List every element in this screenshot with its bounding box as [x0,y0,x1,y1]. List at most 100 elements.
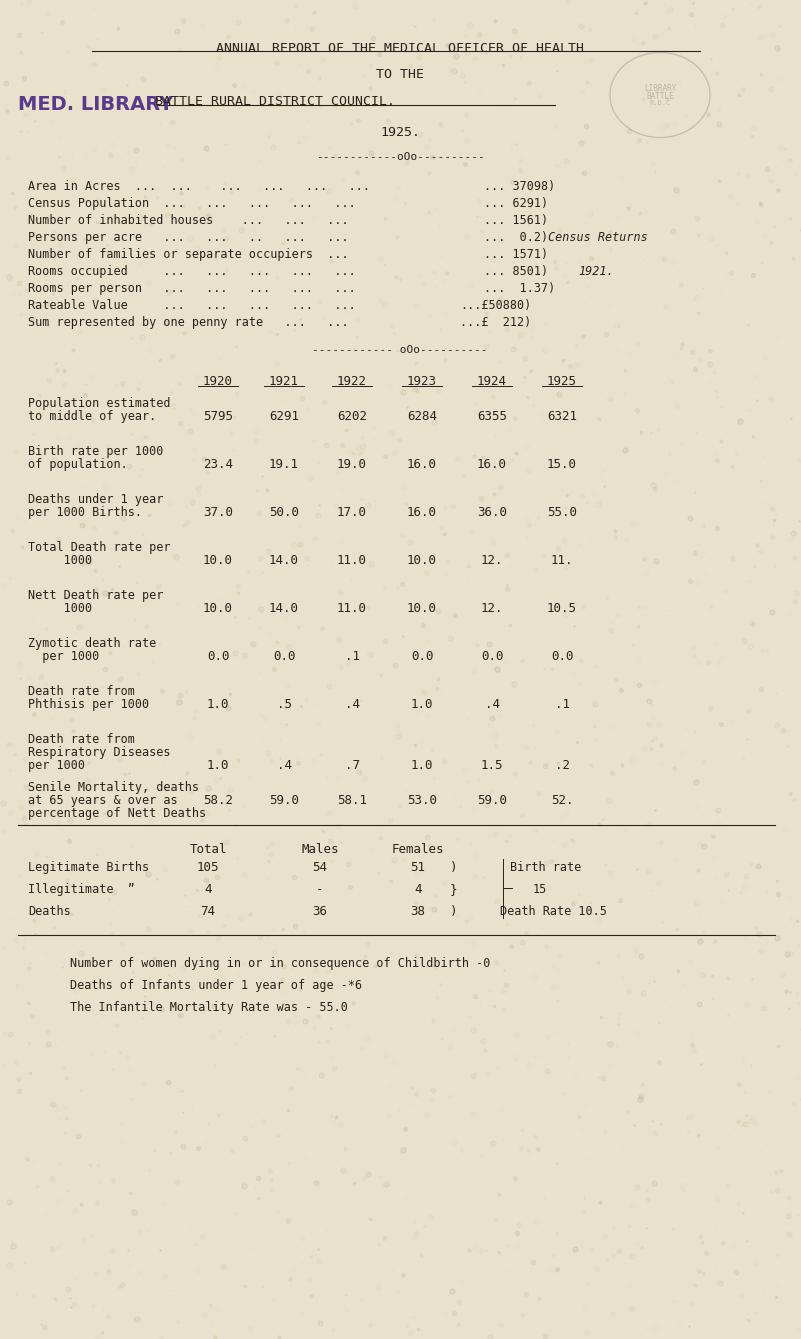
Text: 14.0: 14.0 [269,554,299,566]
Text: 16.0: 16.0 [407,458,437,471]
Text: 23.4: 23.4 [203,458,233,471]
Text: to middle of year.: to middle of year. [28,410,156,423]
Text: 0.0: 0.0 [411,649,433,663]
Text: Census Population  ...   ...   ...   ...   ...: Census Population ... ... ... ... ... [28,197,356,210]
Text: Birth rate per 1000: Birth rate per 1000 [28,445,163,458]
Text: 54: 54 [312,861,328,874]
Text: ------------oOo----------: ------------oOo---------- [316,153,485,162]
Text: R.D.C: R.D.C [650,100,670,106]
Text: 1922: 1922 [337,375,367,388]
Text: 10.5: 10.5 [547,603,577,615]
Text: ...£  212): ...£ 212) [460,316,531,329]
Text: 11.: 11. [551,554,574,566]
Text: 74: 74 [200,905,215,919]
Text: 59.0: 59.0 [269,794,299,807]
Text: LIBRARY: LIBRARY [644,84,676,92]
Text: Total Death rate per: Total Death rate per [28,541,171,554]
Text: ANNUAL REPORT OF THE MEDICAL OFFICER OF HEALTH: ANNUAL REPORT OF THE MEDICAL OFFICER OF … [216,42,584,55]
Text: Deaths under 1 year: Deaths under 1 year [28,493,163,506]
Text: 17.0: 17.0 [337,506,367,520]
Text: 10.0: 10.0 [203,554,233,566]
Text: 10.0: 10.0 [203,603,233,615]
Text: 19.0: 19.0 [337,458,367,471]
Text: -: - [316,882,324,896]
Text: Deaths of Infants under 1 year of age -*6: Deaths of Infants under 1 year of age -*… [70,979,362,992]
Text: Persons per acre   ...   ...   ..   ...   ...: Persons per acre ... ... .. ... ... [28,232,348,244]
Text: BATTLE RURAL DISTRICT COUNCIL.: BATTLE RURAL DISTRICT COUNCIL. [155,95,395,108]
Text: Death rate from: Death rate from [28,686,135,698]
Text: 52.: 52. [551,794,574,807]
Text: 14.0: 14.0 [269,603,299,615]
Text: Legitimate Births: Legitimate Births [28,861,149,874]
Text: 16.0: 16.0 [407,506,437,520]
Text: 50.0: 50.0 [269,506,299,520]
Text: 1.0: 1.0 [411,698,433,711]
Text: 19.1: 19.1 [269,458,299,471]
Text: .7: .7 [344,759,360,773]
Text: Respiratory Diseases: Respiratory Diseases [28,746,171,759]
Text: 11.0: 11.0 [337,603,367,615]
Text: 1921: 1921 [269,375,299,388]
Text: Senile Mortality, deaths: Senile Mortality, deaths [28,781,199,794]
Text: 11.0: 11.0 [337,554,367,566]
Text: Number of families or separate occupiers  ...: Number of families or separate occupiers… [28,248,348,261]
Text: Birth rate: Birth rate [510,861,582,874]
Text: 1924: 1924 [477,375,507,388]
Text: BATTLE: BATTLE [646,92,674,100]
Text: Death Rate 10.5: Death Rate 10.5 [500,905,607,919]
Text: ... 6291): ... 6291) [484,197,548,210]
Text: 1000: 1000 [28,603,92,615]
Text: 0.0: 0.0 [273,649,296,663]
Text: Rateable Value     ...   ...   ...   ...   ...: Rateable Value ... ... ... ... ... [28,299,356,312]
Text: 1.0: 1.0 [411,759,433,773]
Text: percentage of Nett Deaths: percentage of Nett Deaths [28,807,206,819]
Text: }: } [450,882,457,896]
Text: Rooms occupied     ...   ...   ...   ...   ...: Rooms occupied ... ... ... ... ... [28,265,356,279]
Text: Total: Total [189,844,227,856]
Text: 58.1: 58.1 [337,794,367,807]
Text: Illegitimate  ”: Illegitimate ” [28,882,135,896]
Text: ...  0.2): ... 0.2) [484,232,548,244]
Text: 4: 4 [414,882,422,896]
Text: ------------ oOo----------: ------------ oOo---------- [312,345,488,355]
Text: Females: Females [392,844,445,856]
Text: Area in Acres  ...  ...    ...   ...   ...   ...: Area in Acres ... ... ... ... ... ... [28,179,370,193]
Text: 6321: 6321 [547,410,577,423]
Text: Sum represented by one penny rate   ...   ...: Sum represented by one penny rate ... ..… [28,316,348,329]
Text: 36.0: 36.0 [477,506,507,520]
Text: 38: 38 [410,905,425,919]
Text: ): ) [450,905,457,919]
Text: per 1000: per 1000 [28,649,99,663]
Text: Zymotic death rate: Zymotic death rate [28,637,156,649]
Text: 15: 15 [533,882,547,896]
Text: 1925.: 1925. [380,126,420,139]
Text: 1.0: 1.0 [207,698,229,711]
Text: .4: .4 [344,698,360,711]
Text: ... 8501): ... 8501) [484,265,548,279]
Text: TO THE: TO THE [376,68,424,80]
Text: of population.: of population. [28,458,127,471]
Text: Males: Males [301,844,339,856]
Text: 53.0: 53.0 [407,794,437,807]
Text: ... 1561): ... 1561) [484,214,548,228]
Text: Number of women dying in or in consequence of Childbirth -0: Number of women dying in or in consequen… [70,957,490,969]
Text: 0.0: 0.0 [481,649,503,663]
Text: MED. LIBRARY: MED. LIBRARY [18,95,173,114]
Text: 4: 4 [204,882,211,896]
Text: .4: .4 [485,698,500,711]
Text: 36: 36 [312,905,328,919]
Text: ... 1571): ... 1571) [484,248,548,261]
Text: 1.0: 1.0 [207,759,229,773]
Text: 15.0: 15.0 [547,458,577,471]
Text: 6291: 6291 [269,410,299,423]
Text: Population estimated: Population estimated [28,396,171,410]
Text: 55.0: 55.0 [547,506,577,520]
Text: ...  1.37): ... 1.37) [484,283,555,295]
Text: per 1000 Births.: per 1000 Births. [28,506,142,520]
Text: Death rate from: Death rate from [28,732,135,746]
Text: 1923: 1923 [407,375,437,388]
Text: 1000: 1000 [28,554,92,566]
Text: 1920: 1920 [203,375,233,388]
Text: Deaths: Deaths [28,905,70,919]
Text: .1: .1 [344,649,360,663]
